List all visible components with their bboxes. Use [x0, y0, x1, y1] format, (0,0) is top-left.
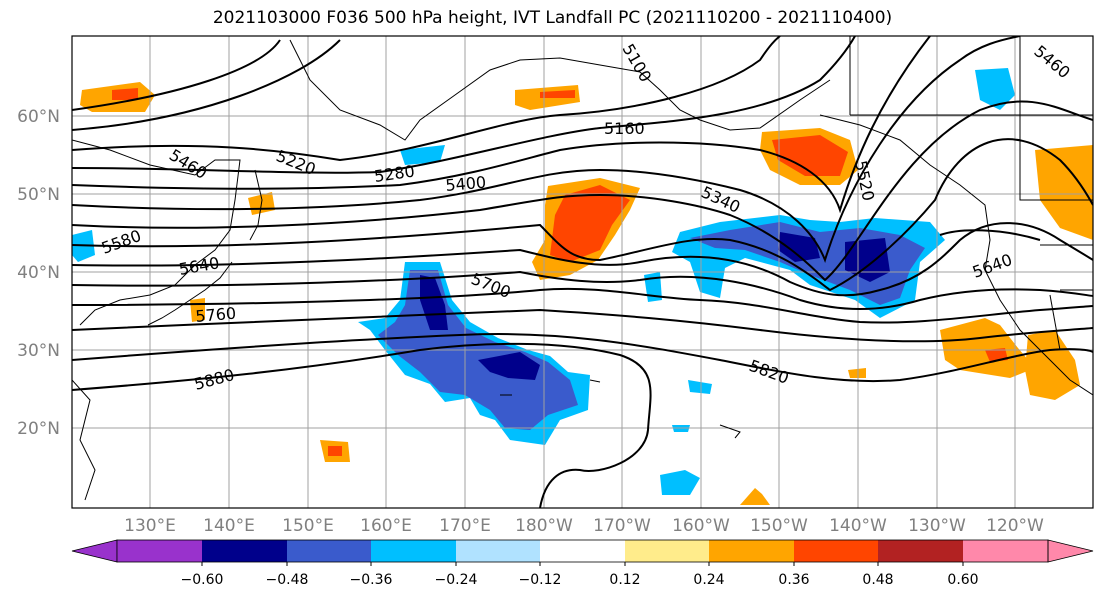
lon-label: 120°W — [986, 516, 1044, 536]
lat-label: 20°N — [17, 419, 60, 439]
lat-label: 60°N — [17, 107, 60, 127]
colorbar-tick: 0.36 — [778, 572, 809, 588]
colorbar-cell — [371, 540, 456, 562]
colorbar-tick: −0.24 — [435, 572, 478, 588]
contour-label: 5400 — [445, 173, 487, 195]
colorbar-cell — [456, 540, 540, 562]
colorbar-tick: 0.12 — [609, 572, 640, 588]
lon-label: 170°W — [593, 516, 651, 536]
lon-label: 160°E — [360, 516, 412, 536]
map-border — [71, 35, 1094, 509]
lon-label: 150°E — [282, 516, 334, 536]
lat-label: 50°N — [17, 185, 60, 205]
lon-label: 130°W — [908, 516, 966, 536]
colorbar-cell — [709, 540, 794, 562]
colorbar-cell — [625, 540, 709, 562]
latitude-labels: 60°N 50°N 40°N 30°N 20°N — [17, 107, 60, 439]
colorbar-cell — [963, 540, 1048, 562]
colorbar-tick: 0.24 — [693, 572, 724, 588]
contour-label: 5760 — [195, 304, 237, 326]
lon-label: 140°E — [203, 516, 255, 536]
colorbar-cell — [287, 540, 371, 562]
colorbar-cell — [202, 540, 287, 562]
map-title: 2021103000 F036 500 hPa height, IVT Land… — [212, 8, 893, 28]
lon-label: 160°W — [672, 516, 730, 536]
colorbar-tick: 0.48 — [862, 572, 893, 588]
colorbar-cell — [540, 540, 625, 562]
colorbar-tick: −0.12 — [519, 572, 562, 588]
contour-label: 5160 — [604, 119, 645, 138]
lon-label: 170°E — [439, 516, 491, 536]
colorbar-tick: −0.36 — [350, 572, 393, 588]
colorbar-tick: 0.60 — [947, 572, 978, 588]
colorbar-tick: −0.60 — [181, 572, 224, 588]
lon-label: 180°W — [515, 516, 573, 536]
colorbar-cell — [71, 539, 118, 563]
colorbar: −0.60 −0.48 −0.36 −0.24 −0.12 0.12 0.24 … — [71, 539, 1094, 588]
lat-label: 30°N — [17, 341, 60, 361]
lat-label: 40°N — [17, 263, 60, 283]
graticule — [72, 36, 1093, 508]
colorbar-cell — [1047, 539, 1094, 563]
lon-label: 130°E — [124, 516, 176, 536]
colorbar-cell — [794, 540, 878, 562]
lon-label: 140°W — [829, 516, 887, 536]
colorbar-cell — [878, 540, 963, 562]
lon-label: 150°W — [750, 516, 808, 536]
colorbar-border — [116, 539, 1049, 563]
colorbar-tick: −0.48 — [266, 572, 309, 588]
height-contours — [72, 36, 1093, 508]
longitude-labels: 130°E 140°E 150°E 160°E 170°E 180°W 170°… — [124, 516, 1044, 536]
colorbar-cell — [117, 540, 202, 562]
